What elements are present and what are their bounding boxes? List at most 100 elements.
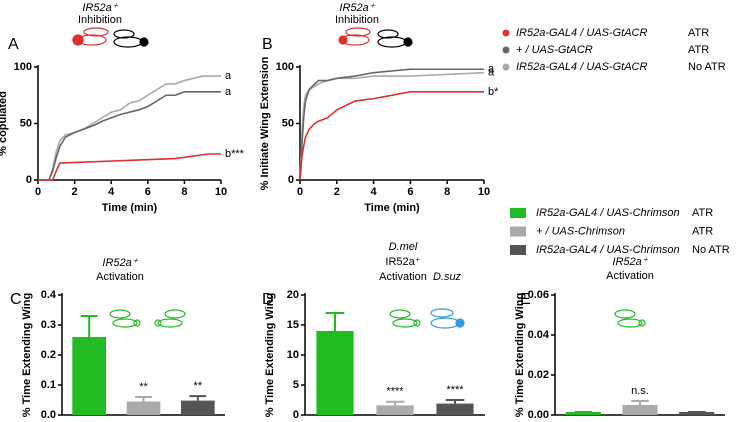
- y-tick-label: 50: [282, 117, 294, 129]
- significance: ****: [386, 386, 404, 398]
- y-tick-label: 0.04: [528, 329, 550, 341]
- bar: [679, 412, 715, 415]
- y-tick-label: 0: [26, 174, 32, 186]
- fly-icons: [72, 27, 646, 329]
- bar: [622, 405, 658, 415]
- legend-condition: ATR: [692, 207, 713, 219]
- panel-label: B: [262, 36, 273, 53]
- end-label: b***: [225, 148, 245, 160]
- series-line: [38, 75, 221, 181]
- legend-marker: [502, 29, 510, 37]
- y-tick-label: 0.00: [528, 409, 549, 421]
- x-tick-label: 6: [407, 186, 413, 198]
- x-tick-label: 4: [371, 186, 378, 198]
- annotation: IR52a⁺: [612, 256, 648, 268]
- y-tick-label: 10: [287, 349, 299, 361]
- panel-label: E: [520, 291, 531, 308]
- y-tick-label: 0.4: [41, 289, 57, 301]
- annotation: Activation: [606, 270, 654, 282]
- x-tick-label: 8: [444, 186, 450, 198]
- y-tick-label: 5: [293, 379, 299, 391]
- y-tick-label: 0.0: [41, 409, 56, 421]
- panel-label: C: [10, 291, 22, 308]
- y-axis-title: % Time Extending Wing: [264, 293, 276, 417]
- y-tick-label: 20: [287, 289, 299, 301]
- y-tick-label: 50: [20, 117, 32, 129]
- series-line: [38, 153, 221, 181]
- y-tick-label: 0.2: [41, 349, 56, 361]
- annotation: IR52a⁺: [102, 257, 138, 269]
- y-axis-title: % Initiate Wing Extension: [259, 56, 271, 190]
- bar: [126, 401, 161, 415]
- bar: [376, 405, 414, 415]
- y-tick-label: 0.1: [41, 379, 56, 391]
- bar: [72, 337, 107, 415]
- significance: ****: [446, 384, 464, 396]
- annotation: Activation: [96, 271, 144, 283]
- x-tick-label: 2: [72, 186, 78, 198]
- annotation: IR52a⁺: [339, 2, 375, 14]
- end-label: a: [225, 86, 232, 98]
- x-tick-label: 2: [334, 186, 340, 198]
- bar: [436, 403, 474, 415]
- legend-name: IR52a-GAL4 / UAS-GtACR: [516, 27, 647, 39]
- x-axis-title: Time (min): [364, 202, 420, 214]
- annotation: D.mel: [389, 241, 418, 253]
- legend-name: + / UAS-GtACR: [516, 44, 593, 56]
- legend-condition: ATR: [692, 225, 713, 237]
- x-tick-label: 0: [35, 186, 41, 198]
- legend-marker: [502, 46, 510, 54]
- x-tick-label: 8: [181, 186, 187, 198]
- significance: **: [139, 381, 148, 393]
- panel-label: A: [8, 36, 19, 53]
- end-label: a: [225, 70, 232, 82]
- end-label: b*: [488, 86, 499, 98]
- end-label: a: [488, 63, 495, 75]
- x-tick-label: 0: [297, 186, 303, 198]
- y-axis-title: % copulated: [0, 91, 9, 156]
- x-axis-title: Time (min): [102, 202, 158, 214]
- legend-swatch: [510, 245, 526, 255]
- y-tick-label: 0: [288, 174, 294, 186]
- legend-condition: ATR: [688, 44, 709, 56]
- x-tick-label: 10: [478, 186, 490, 198]
- y-tick-label: 0.02: [528, 369, 549, 381]
- annotation: IR52a⁺: [82, 2, 118, 14]
- legend-name: IR52a-GAL4 / UAS-Chrimson: [536, 207, 680, 219]
- series-line: [38, 91, 221, 181]
- y-tick-label: 0.3: [41, 319, 56, 331]
- legend-name: + / UAS-Chrimson: [536, 225, 625, 237]
- annotation: Activation: [379, 271, 427, 283]
- legend-marker: [502, 63, 510, 71]
- legend-condition: No ATR: [688, 61, 726, 73]
- y-tick-label: 100: [276, 61, 294, 73]
- series-line: [299, 71, 485, 181]
- y-tick-label: 0.06: [528, 289, 549, 301]
- series-line: [299, 68, 484, 181]
- legend-swatch: [510, 226, 526, 237]
- y-axis-title: % Time Extending Wing: [21, 293, 33, 417]
- legend-condition: ATR: [688, 27, 709, 39]
- annotation: D.suz: [433, 271, 462, 283]
- series-line: [299, 91, 484, 181]
- y-tick-label: 15: [287, 319, 299, 331]
- x-tick-label: 4: [108, 186, 115, 198]
- legend-name: IR52a-GAL4 / UAS-GtACR: [516, 61, 647, 73]
- bar: [316, 331, 354, 415]
- significance: n.s.: [631, 385, 649, 397]
- y-axis-title: % Time Extending Wing: [514, 293, 526, 417]
- significance: **: [194, 380, 203, 392]
- x-tick-label: 6: [145, 186, 151, 198]
- end-label: a: [488, 67, 495, 79]
- bar: [565, 412, 601, 415]
- annotation: IR52a⁺: [385, 256, 420, 268]
- bar: [180, 400, 215, 415]
- legend-swatch: [510, 208, 526, 218]
- y-tick-label: 0: [293, 409, 299, 421]
- panel-label: D: [262, 291, 274, 308]
- legend-condition: No ATR: [692, 244, 730, 256]
- annotation: Inhibition: [78, 14, 122, 26]
- annotation: Inhibition: [335, 14, 379, 26]
- x-tick-label: 10: [215, 186, 227, 198]
